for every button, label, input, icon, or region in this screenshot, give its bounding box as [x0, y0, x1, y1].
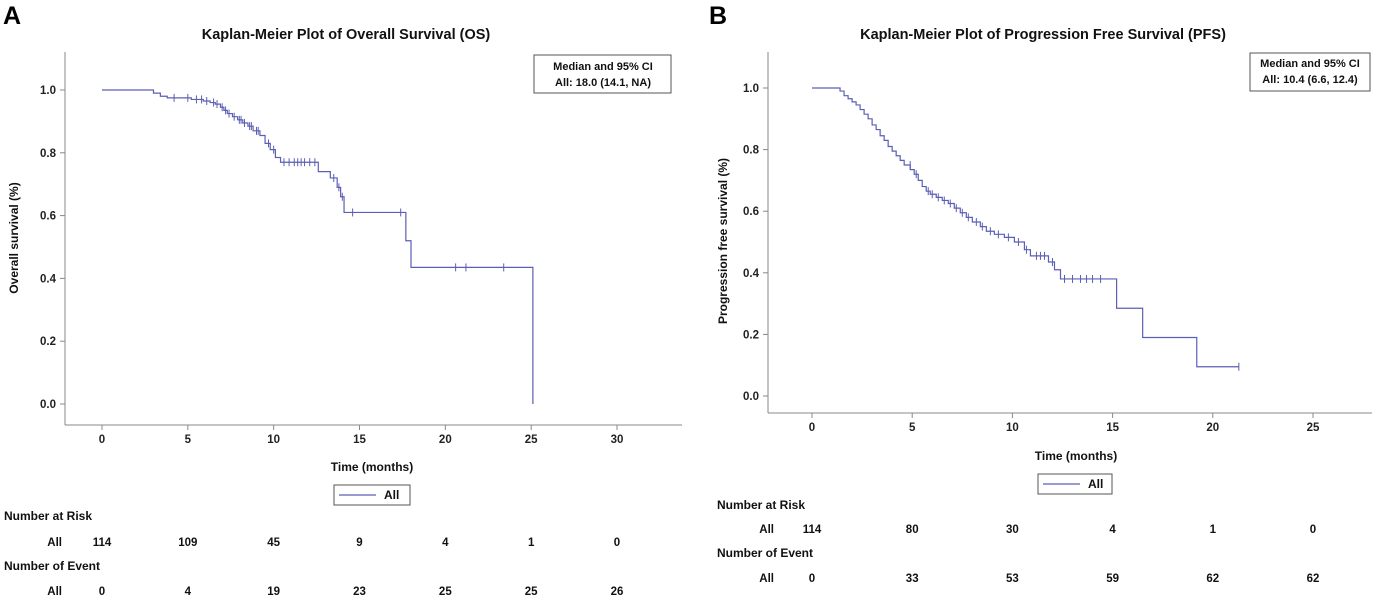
- panel-a-event-heading: Number of Event: [4, 559, 100, 573]
- panel-b-risk-value: 114: [803, 524, 822, 536]
- panel-a-risk-value: 109: [178, 537, 197, 549]
- panel-b-event-value: 62: [1307, 573, 1320, 585]
- panel-a-median-box: [533, 54, 672, 94]
- panel-a-risk-value: 45: [267, 537, 280, 549]
- panel-a-event-value: 25: [525, 586, 538, 596]
- panel-b-risk-value: 4: [1109, 524, 1116, 536]
- panel-a-event-value: 25: [439, 586, 452, 596]
- panel-b-x-tick-label: 20: [1206, 422, 1219, 434]
- panel-a-risk-value: 4: [442, 537, 449, 549]
- panel-b-x-tick-label: 10: [1006, 422, 1019, 434]
- panel-a-x-tick-label: 0: [99, 434, 105, 446]
- panel-a-x-tick-label: 10: [267, 434, 280, 446]
- panel-b-risk-value: 80: [906, 524, 919, 536]
- panel-a-event-value: 0: [99, 586, 105, 596]
- panel-a-y-tick-label: 0.6: [40, 211, 56, 223]
- panel-b-event-row-label: All: [759, 573, 774, 585]
- panel-b-risk-value: 1: [1210, 524, 1217, 536]
- panel-b-ylabel: Progression free survival (%): [716, 158, 730, 324]
- panel-b-risk-row-label: All: [759, 524, 774, 536]
- panel-b-risk-value: 30: [1006, 524, 1019, 536]
- panel-a-risk-value: 1: [528, 537, 535, 549]
- panel-a-risk-value: 0: [614, 537, 620, 549]
- panel-b-y-tick-label: 0.6: [743, 206, 759, 218]
- panel-a-median-value: All: 18.0 (14.1, NA): [555, 77, 651, 89]
- panel-b-y-tick-label: 1.0: [743, 83, 759, 95]
- panel-b-y-tick-label: 0.2: [743, 329, 759, 341]
- panel-a-x-tick-label: 25: [525, 434, 538, 446]
- panel-a-x-tick-label: 5: [185, 434, 192, 446]
- panel-b-y-tick-label: 0.0: [743, 391, 759, 403]
- panel-b-x-tick-label: 5: [909, 422, 916, 434]
- panel-a-xlabel: Time (months): [331, 460, 413, 474]
- panel-a-x-tick-label: 20: [439, 434, 452, 446]
- panel-b-xlabel: Time (months): [1035, 449, 1117, 463]
- panel-a-legend-label: All: [384, 488, 399, 502]
- panel-a-event-value: 19: [267, 586, 280, 596]
- panel-a-x-tick-label: 15: [353, 434, 366, 446]
- panel-b-risk-value: 0: [1310, 524, 1316, 536]
- panel-a-y-tick-label: 0.2: [40, 336, 56, 348]
- panel-b-event-value: 53: [1006, 573, 1019, 585]
- panel-b-title: Kaplan-Meier Plot of Progression Free Su…: [860, 27, 1226, 43]
- panel-b-event-value: 62: [1206, 573, 1219, 585]
- panel-b-median-box: [1249, 52, 1371, 92]
- panel-b-y-tick-label: 0.4: [743, 268, 760, 280]
- panel-b-legend-label: All: [1088, 477, 1103, 491]
- panel-a-survival-curve: [102, 89, 534, 404]
- panel-b-event-value: 0: [809, 573, 815, 585]
- panel-a-risk-value: 114: [93, 537, 112, 549]
- panel-a-risk-heading: Number at Risk: [4, 509, 92, 523]
- panel-b-median-title: Median and 95% CI: [1260, 58, 1360, 70]
- panel-a-letter: A: [3, 2, 21, 30]
- panel-a-title: Kaplan-Meier Plot of Overall Survival (O…: [202, 27, 491, 43]
- panel-a-y-tick-label: 1.0: [40, 85, 56, 97]
- panel-b-median-value: All: 10.4 (6.6, 12.4): [1262, 74, 1358, 86]
- panel-a-risk-row-label: All: [47, 537, 62, 549]
- panel-b-x-tick-label: 25: [1307, 422, 1320, 434]
- panel-a-event-value: 4: [185, 586, 192, 596]
- panel-b-event-value: 59: [1106, 573, 1119, 585]
- panel-b-letter: B: [709, 2, 727, 30]
- panel-b-survival-curve: [812, 87, 1239, 368]
- panel-a-y-tick-label: 0.8: [40, 148, 57, 160]
- panel-a-x-tick-label: 30: [611, 434, 624, 446]
- panel-a-event-row-label: All: [47, 586, 62, 596]
- panel-a-event-value: 23: [353, 586, 366, 596]
- panel-a-risk-value: 9: [356, 537, 362, 549]
- panel-a-ylabel: Overall survival (%): [7, 182, 21, 293]
- panel-b-event-value: 33: [906, 573, 919, 585]
- panel-b-y-tick-label: 0.8: [743, 145, 760, 157]
- panel-b-x-tick-label: 0: [809, 422, 815, 434]
- panel-a-y-tick-label: 0.4: [40, 273, 57, 285]
- panel-b-risk-heading: Number at Risk: [717, 498, 805, 512]
- panel-b-x-tick-label: 15: [1106, 422, 1119, 434]
- panel-a-event-value: 26: [611, 586, 624, 596]
- panel-b-event-heading: Number of Event: [717, 546, 813, 560]
- panel-a-median-title: Median and 95% CI: [553, 61, 653, 73]
- panel-a-y-tick-label: 0.0: [40, 399, 56, 411]
